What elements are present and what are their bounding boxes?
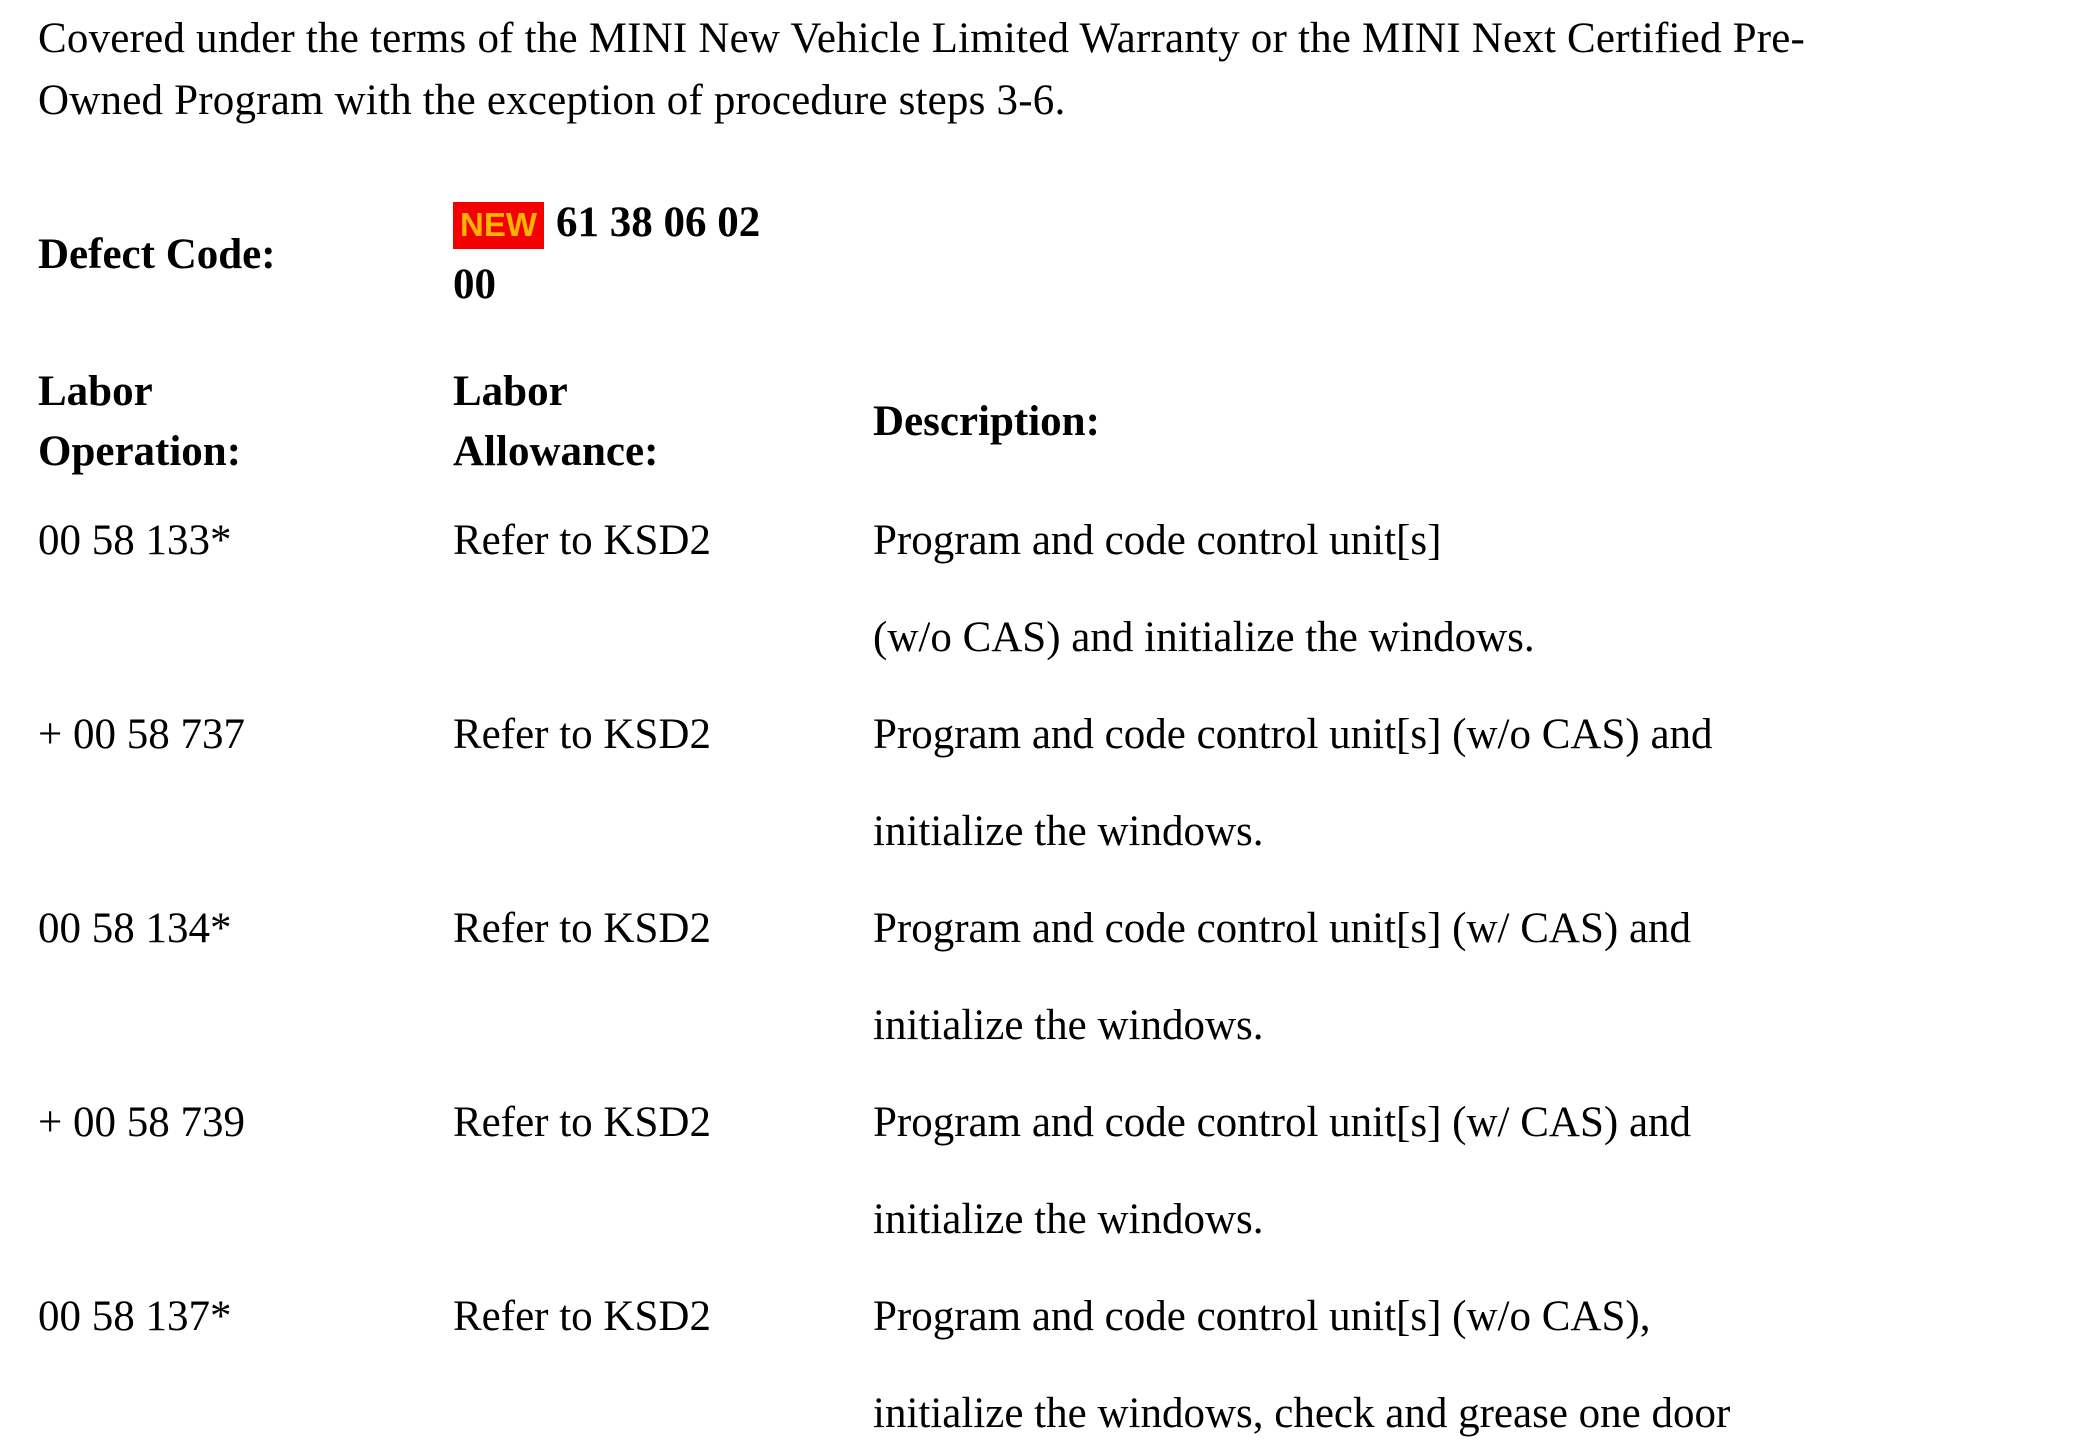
labor-table: Labor Operation: Labor Allowance: Descri… [38, 362, 2075, 1453]
defect-code-row: Defect Code: NEW 61 38 06 02 00 [38, 192, 2075, 316]
table-row: + 00 58 739 Refer to KSD2 Program and co… [38, 1074, 2075, 1268]
labor-operation-code: 00 58 133* [38, 517, 232, 564]
coverage-statement: Covered under the terms of the MINI New … [38, 15, 1806, 124]
labor-allowance-value: Refer to KSD2 [453, 517, 711, 564]
labor-description: Program and code control unit[s] (w/o CA… [873, 1293, 1731, 1437]
labor-operation-code: + 00 58 737 [38, 711, 246, 758]
labor-operation-code: 00 58 137* [38, 1293, 232, 1340]
labor-allowance-value: Refer to KSD2 [453, 1293, 711, 1340]
labor-operation-code: 00 58 134* [38, 905, 232, 952]
defect-code-value: NEW 61 38 06 02 00 [453, 192, 2075, 316]
labor-allowance-value: Refer to KSD2 [453, 905, 711, 952]
table-row: 00 58 137* Refer to KSD2 Program and cod… [38, 1268, 2075, 1453]
labor-description: Program and code control unit[s] (w/o CA… [873, 711, 1713, 855]
defect-code-number: 61 38 06 02 00 [453, 199, 761, 308]
labor-operation-code: + 00 58 739 [38, 1099, 246, 1146]
table-row: 00 58 134* Refer to KSD2 Program and cod… [38, 880, 2075, 1074]
labor-description: Program and code control unit[s] (w/o CA… [873, 517, 1535, 661]
labor-table-header: Labor Operation: Labor Allowance: Descri… [38, 362, 2075, 482]
new-badge: NEW [453, 202, 544, 249]
defect-code-label: Defect Code: [38, 230, 276, 278]
table-row: + 00 58 737 Refer to KSD2 Program and co… [38, 686, 2075, 880]
labor-allowance-value: Refer to KSD2 [453, 711, 711, 758]
labor-table-body: 00 58 133* Refer to KSD2 Program and cod… [38, 492, 2075, 1453]
table-row: 00 58 133* Refer to KSD2 Program and cod… [38, 492, 2075, 686]
header-labor-allowance: Labor Allowance: [453, 368, 659, 475]
header-description: Description: [873, 398, 1100, 445]
header-labor-operation: Labor Operation: [38, 368, 242, 475]
labor-description: Program and code control unit[s] (w/ CAS… [873, 1099, 1692, 1243]
labor-description: Program and code control unit[s] (w/ CAS… [873, 905, 1692, 1049]
labor-allowance-value: Refer to KSD2 [453, 1099, 711, 1146]
